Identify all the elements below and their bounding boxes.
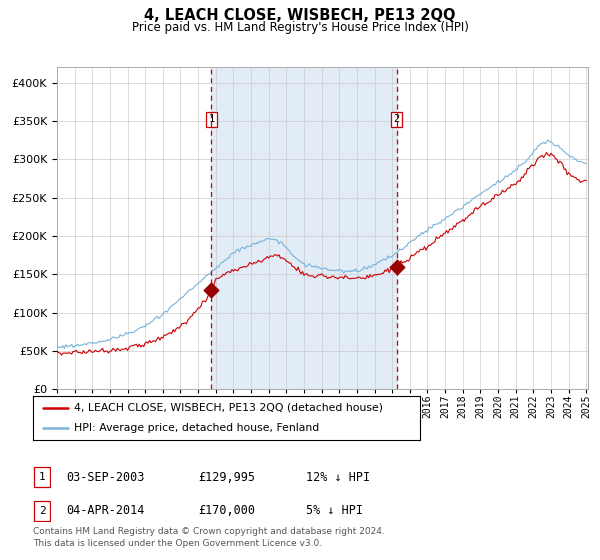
Text: 04-APR-2014: 04-APR-2014 [66, 504, 145, 517]
Point [206, 285, 216, 294]
Text: Price paid vs. HM Land Registry's House Price Index (HPI): Price paid vs. HM Land Registry's House … [131, 21, 469, 34]
Text: 4, LEACH CLOSE, WISBECH, PE13 2QQ: 4, LEACH CLOSE, WISBECH, PE13 2QQ [144, 8, 456, 24]
Text: 1: 1 [208, 114, 214, 124]
Text: 4, LEACH CLOSE, WISBECH, PE13 2QQ (detached house): 4, LEACH CLOSE, WISBECH, PE13 2QQ (detac… [74, 403, 383, 413]
Bar [34, 501, 50, 521]
Text: 2: 2 [394, 114, 400, 124]
Bar [211, 67, 397, 389]
Text: 5% ↓ HPI: 5% ↓ HPI [306, 504, 363, 517]
Text: HPI: Average price, detached house, Fenland: HPI: Average price, detached house, Fenl… [74, 423, 319, 433]
Text: £170,000: £170,000 [198, 504, 255, 517]
Text: 03-SEP-2003: 03-SEP-2003 [66, 470, 145, 484]
Text: Contains HM Land Registry data © Crown copyright and database right 2024.: Contains HM Land Registry data © Crown c… [33, 528, 385, 536]
Bar [34, 467, 50, 487]
Text: 2: 2 [38, 506, 46, 516]
Text: 12% ↓ HPI: 12% ↓ HPI [306, 470, 370, 484]
Text: 1: 1 [38, 472, 46, 482]
Text: This data is licensed under the Open Government Licence v3.0.: This data is licensed under the Open Gov… [33, 539, 322, 548]
Text: £129,995: £129,995 [198, 470, 255, 484]
Point [392, 262, 401, 271]
